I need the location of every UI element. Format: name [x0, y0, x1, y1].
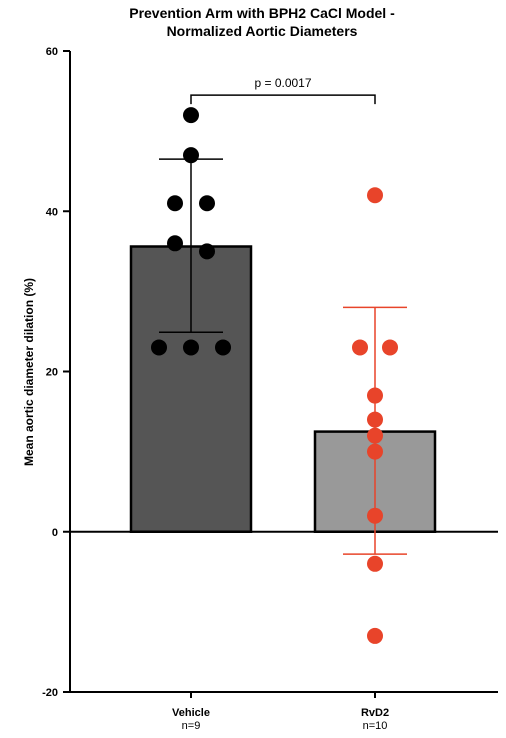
y-axis-title: Mean aortic diameter dilation (%): [22, 278, 36, 466]
data-point-rvd2: [367, 187, 383, 204]
data-point-vehicle: [167, 235, 183, 252]
p-value-label: p = 0.0017: [254, 76, 311, 90]
data-point-rvd2: [367, 555, 383, 572]
data-point-vehicle: [183, 107, 199, 124]
data-point-rvd2: [367, 627, 383, 644]
data-point-rvd2: [367, 411, 383, 428]
data-point-rvd2: [367, 507, 383, 524]
x-category-n: n=9: [182, 720, 201, 732]
y-tick-label: 20: [46, 367, 58, 379]
data-point-rvd2: [382, 339, 398, 356]
data-point-vehicle: [183, 147, 199, 164]
data-point-vehicle: [199, 195, 215, 212]
data-point-rvd2: [367, 427, 383, 444]
chart-title-line2: Normalized Aortic Diameters: [167, 23, 358, 39]
y-tick-label: 60: [46, 46, 58, 58]
significance-bracket: [190, 94, 376, 105]
data-point-vehicle: [215, 339, 231, 356]
data-point-vehicle: [167, 195, 183, 212]
data-point-rvd2: [352, 339, 368, 356]
y-tick-label: 0: [52, 527, 58, 539]
x-category-label: Vehicle: [172, 707, 210, 719]
y-tick-label: -20: [42, 687, 58, 699]
y-tick-label: 40: [46, 206, 58, 218]
data-point-vehicle: [151, 339, 167, 356]
data-point-vehicle: [199, 243, 215, 260]
data-point-vehicle: [183, 339, 199, 356]
data-point-rvd2: [367, 443, 383, 460]
data-point-rvd2: [367, 387, 383, 404]
x-category-label: RvD2: [361, 707, 389, 719]
x-category-n: n=10: [363, 720, 388, 732]
chart-title-line1: Prevention Arm with BPH2 CaCl Model -: [129, 5, 395, 21]
